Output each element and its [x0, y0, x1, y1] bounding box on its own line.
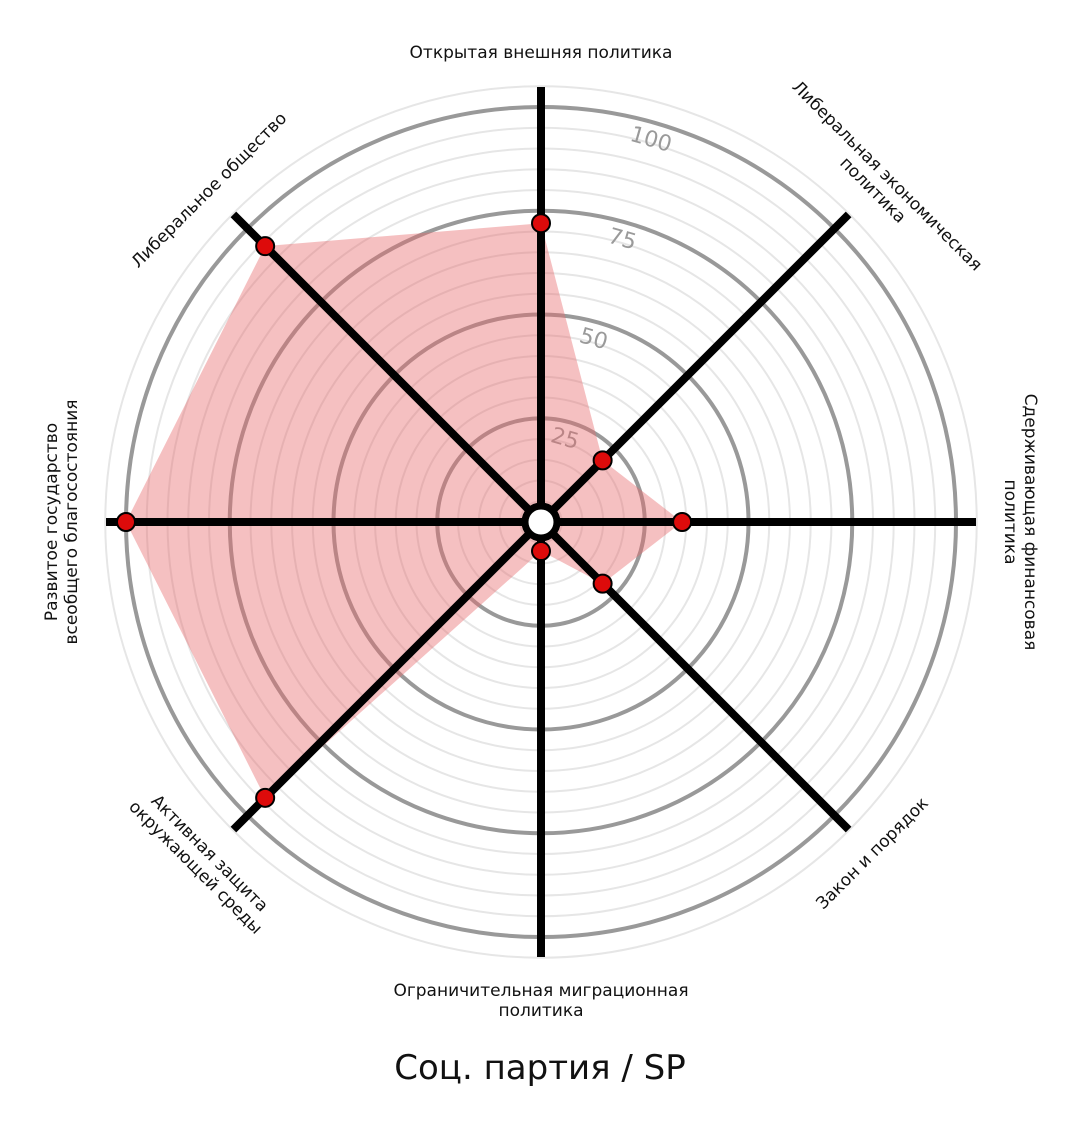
data-markers	[116, 213, 693, 808]
data-point	[531, 541, 551, 562]
data-point	[531, 213, 551, 234]
axis-spoke	[230, 529, 534, 833]
axis-label-line: Развитое государство	[42, 423, 62, 621]
axis-label-line: политика	[1000, 479, 1020, 564]
axis-label-line: Открытая внешняя политика	[410, 43, 673, 63]
chart-title: Соц. партия / SP	[394, 1048, 686, 1088]
minor-ring	[104, 85, 978, 959]
center-hub	[521, 502, 561, 542]
axis-label-line: Ограничительная миграционная	[393, 981, 688, 1001]
data-point	[592, 450, 613, 471]
axis-label-line: Сдерживающая финансовая	[1020, 394, 1040, 651]
ring-tick-label: 75	[605, 224, 639, 256]
ring-tick-label: 50	[577, 324, 611, 356]
axis-label-line: всеобщего благосостояния	[62, 399, 82, 644]
axis-label: Открытая внешняя политика	[410, 43, 673, 63]
data-point	[592, 573, 613, 594]
axis-label-line: политика	[498, 1001, 583, 1021]
axis-spoke	[230, 211, 534, 515]
data-point	[255, 787, 276, 808]
axis-label: Развитое государство всеобщего благососто…	[42, 399, 82, 644]
data-point	[672, 512, 693, 532]
data-point	[255, 236, 276, 257]
data-point	[116, 512, 136, 532]
